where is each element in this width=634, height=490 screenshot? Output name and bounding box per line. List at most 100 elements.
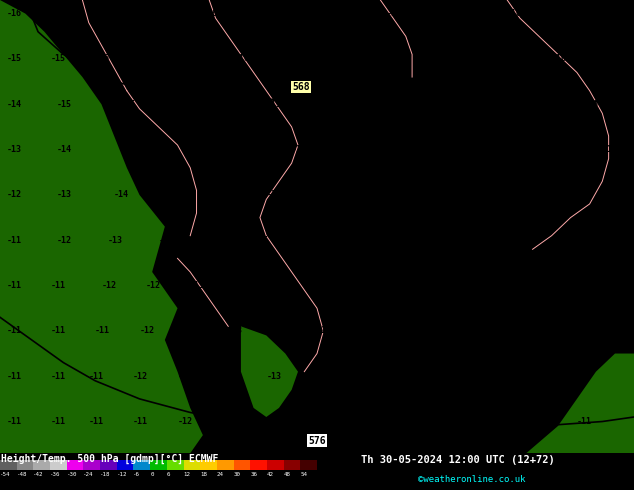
Text: -16: -16 bbox=[507, 54, 522, 63]
Text: -11: -11 bbox=[89, 372, 104, 381]
Text: -15: -15 bbox=[323, 281, 339, 290]
Text: -15: -15 bbox=[298, 9, 313, 18]
Text: -13: -13 bbox=[311, 372, 326, 381]
Text: -11: -11 bbox=[89, 417, 104, 426]
Text: -12: -12 bbox=[178, 417, 193, 426]
Text: -11: -11 bbox=[583, 326, 598, 335]
Text: -12: -12 bbox=[117, 471, 127, 477]
Text: -16: -16 bbox=[266, 191, 281, 199]
Text: -11: -11 bbox=[6, 326, 22, 335]
Text: 12: 12 bbox=[183, 471, 191, 477]
Text: -11: -11 bbox=[577, 372, 592, 381]
Text: -13: -13 bbox=[6, 145, 22, 154]
Bar bbox=[16, 460, 34, 470]
Text: -11: -11 bbox=[51, 417, 66, 426]
Text: -16: -16 bbox=[292, 145, 307, 154]
Polygon shape bbox=[558, 408, 634, 453]
Text: -16: -16 bbox=[6, 9, 22, 18]
Text: -16: -16 bbox=[425, 145, 440, 154]
Bar bbox=[0, 460, 16, 470]
Text: -15: -15 bbox=[139, 54, 155, 63]
Bar bbox=[134, 460, 150, 470]
Text: 576: 576 bbox=[308, 436, 326, 445]
Text: -16: -16 bbox=[425, 9, 440, 18]
Text: -14: -14 bbox=[361, 326, 377, 335]
Text: -16: -16 bbox=[412, 281, 427, 290]
Text: -15: -15 bbox=[545, 281, 560, 290]
Text: -15: -15 bbox=[190, 54, 205, 63]
Text: -13: -13 bbox=[222, 372, 237, 381]
Text: -14: -14 bbox=[235, 281, 250, 290]
Bar bbox=[167, 460, 183, 470]
Text: -12: -12 bbox=[146, 281, 161, 290]
Text: -16: -16 bbox=[431, 236, 446, 245]
Text: -16: -16 bbox=[456, 281, 472, 290]
Text: -16: -16 bbox=[469, 145, 484, 154]
Text: -12: -12 bbox=[178, 372, 193, 381]
Bar bbox=[100, 460, 117, 470]
Text: -30: -30 bbox=[67, 471, 77, 477]
Text: 36: 36 bbox=[250, 471, 257, 477]
Text: -15: -15 bbox=[120, 145, 136, 154]
Text: -16: -16 bbox=[450, 100, 465, 109]
Text: -15: -15 bbox=[120, 100, 136, 109]
Text: -24: -24 bbox=[84, 471, 94, 477]
Bar bbox=[67, 460, 84, 470]
Text: -13: -13 bbox=[158, 236, 174, 245]
Text: -16: -16 bbox=[374, 54, 389, 63]
Text: -17: -17 bbox=[558, 145, 573, 154]
Polygon shape bbox=[241, 326, 298, 417]
Text: -6: -6 bbox=[134, 471, 141, 477]
Text: -15: -15 bbox=[57, 100, 72, 109]
Bar bbox=[150, 460, 167, 470]
Text: -15: -15 bbox=[190, 145, 205, 154]
Bar bbox=[50, 460, 67, 470]
Text: -14: -14 bbox=[114, 191, 129, 199]
Text: -16: -16 bbox=[552, 54, 567, 63]
Text: -16: -16 bbox=[336, 145, 351, 154]
Text: -48: -48 bbox=[16, 471, 27, 477]
Text: -15: -15 bbox=[317, 100, 332, 109]
Text: 30: 30 bbox=[233, 471, 240, 477]
Text: 0: 0 bbox=[150, 471, 153, 477]
Text: -13: -13 bbox=[222, 417, 237, 426]
Text: -16: -16 bbox=[101, 9, 117, 18]
Text: -14: -14 bbox=[165, 191, 180, 199]
Text: -13: -13 bbox=[228, 326, 243, 335]
Text: -11: -11 bbox=[6, 417, 22, 426]
Text: -16: -16 bbox=[235, 54, 250, 63]
Text: -13: -13 bbox=[311, 417, 326, 426]
Text: -16: -16 bbox=[387, 9, 402, 18]
Polygon shape bbox=[0, 0, 203, 453]
Text: -36: -36 bbox=[50, 471, 61, 477]
Text: -54: -54 bbox=[0, 471, 11, 477]
Text: -16: -16 bbox=[583, 100, 598, 109]
Text: -16: -16 bbox=[501, 281, 516, 290]
Text: -11: -11 bbox=[577, 417, 592, 426]
Text: ©weatheronline.co.uk: ©weatheronline.co.uk bbox=[418, 475, 526, 484]
Text: 6: 6 bbox=[167, 471, 171, 477]
Text: 54: 54 bbox=[301, 471, 307, 477]
Text: -12: -12 bbox=[533, 417, 548, 426]
Text: -14: -14 bbox=[57, 145, 72, 154]
Text: -16: -16 bbox=[488, 191, 503, 199]
Text: -13: -13 bbox=[399, 372, 415, 381]
Text: -13: -13 bbox=[266, 417, 281, 426]
Text: Height/Temp. 500 hPa [gdmp][°C] ECMWF: Height/Temp. 500 hPa [gdmp][°C] ECMWF bbox=[1, 454, 219, 464]
Text: -15: -15 bbox=[6, 54, 22, 63]
Polygon shape bbox=[0, 127, 76, 453]
Text: -16: -16 bbox=[590, 9, 605, 18]
Text: -16: -16 bbox=[387, 236, 402, 245]
Text: -16: -16 bbox=[602, 145, 618, 154]
Text: Th 30-05-2024 12:00 UTC (12+72): Th 30-05-2024 12:00 UTC (12+72) bbox=[361, 455, 555, 465]
Text: -16: -16 bbox=[520, 236, 535, 245]
Text: 18: 18 bbox=[200, 471, 207, 477]
Text: -12: -12 bbox=[495, 326, 510, 335]
Text: -15: -15 bbox=[621, 191, 634, 199]
Text: -12: -12 bbox=[488, 372, 503, 381]
Text: -12: -12 bbox=[184, 326, 199, 335]
Text: -16: -16 bbox=[380, 145, 396, 154]
Text: -16: -16 bbox=[51, 9, 66, 18]
Text: -12: -12 bbox=[488, 417, 503, 426]
Text: -13: -13 bbox=[406, 326, 421, 335]
